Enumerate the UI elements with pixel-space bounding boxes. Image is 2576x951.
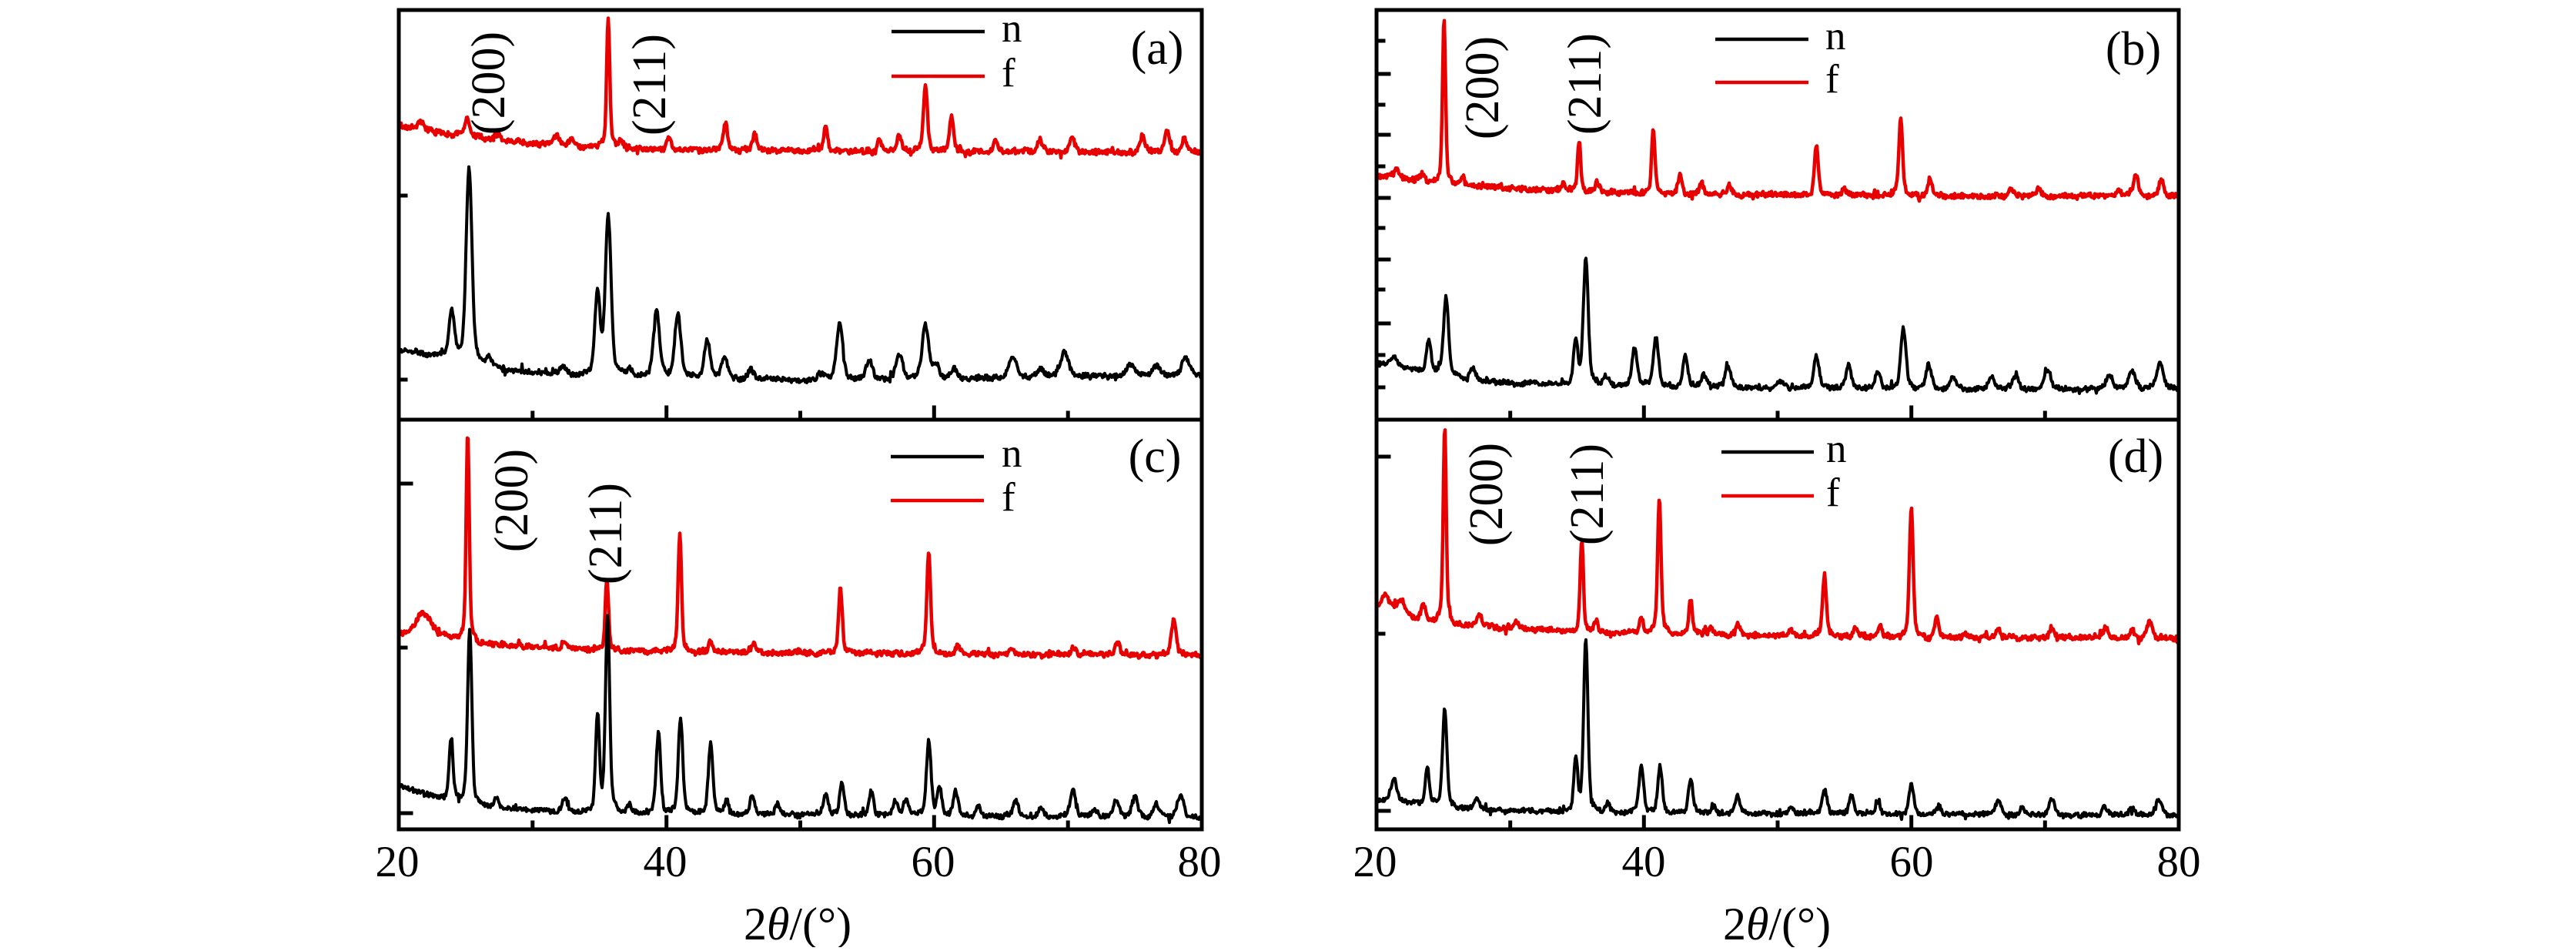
svg-text:60: 60 (1890, 838, 1934, 886)
svg-text:20: 20 (1353, 838, 1397, 886)
svg-text:(d): (d) (2108, 430, 2163, 483)
svg-text:80: 80 (1178, 838, 1222, 886)
svg-text:40: 40 (1622, 838, 1666, 886)
svg-text:f: f (1002, 51, 1015, 95)
svg-text:(200): (200) (486, 449, 538, 552)
svg-text:(c): (c) (1129, 430, 1182, 483)
svg-text:40: 40 (644, 838, 687, 886)
svg-text:(211): (211) (624, 34, 676, 136)
svg-text:(a): (a) (1131, 22, 1184, 75)
svg-text:60: 60 (912, 838, 955, 886)
svg-text:80: 80 (2157, 838, 2201, 886)
svg-text:f: f (1825, 57, 1839, 102)
svg-text:n: n (1002, 6, 1022, 51)
svg-text:n: n (1825, 14, 1846, 59)
svg-text:(b): (b) (2106, 23, 2161, 75)
svg-text:(200): (200) (463, 32, 515, 135)
svg-text:20: 20 (376, 838, 420, 886)
svg-text:2θ/(°): 2θ/(°) (744, 899, 851, 947)
svg-text:2θ/(°): 2θ/(°) (1723, 899, 1831, 947)
svg-text:n: n (1002, 431, 1022, 476)
svg-text:f: f (1826, 470, 1840, 515)
svg-text:(211): (211) (1561, 444, 1614, 545)
svg-text:n: n (1826, 427, 1847, 471)
svg-text:(211): (211) (1559, 33, 1611, 135)
svg-text:f: f (1002, 475, 1015, 520)
svg-text:(211): (211) (580, 483, 632, 584)
svg-text:(200): (200) (1457, 36, 1509, 139)
svg-text:(200): (200) (1460, 443, 1513, 546)
